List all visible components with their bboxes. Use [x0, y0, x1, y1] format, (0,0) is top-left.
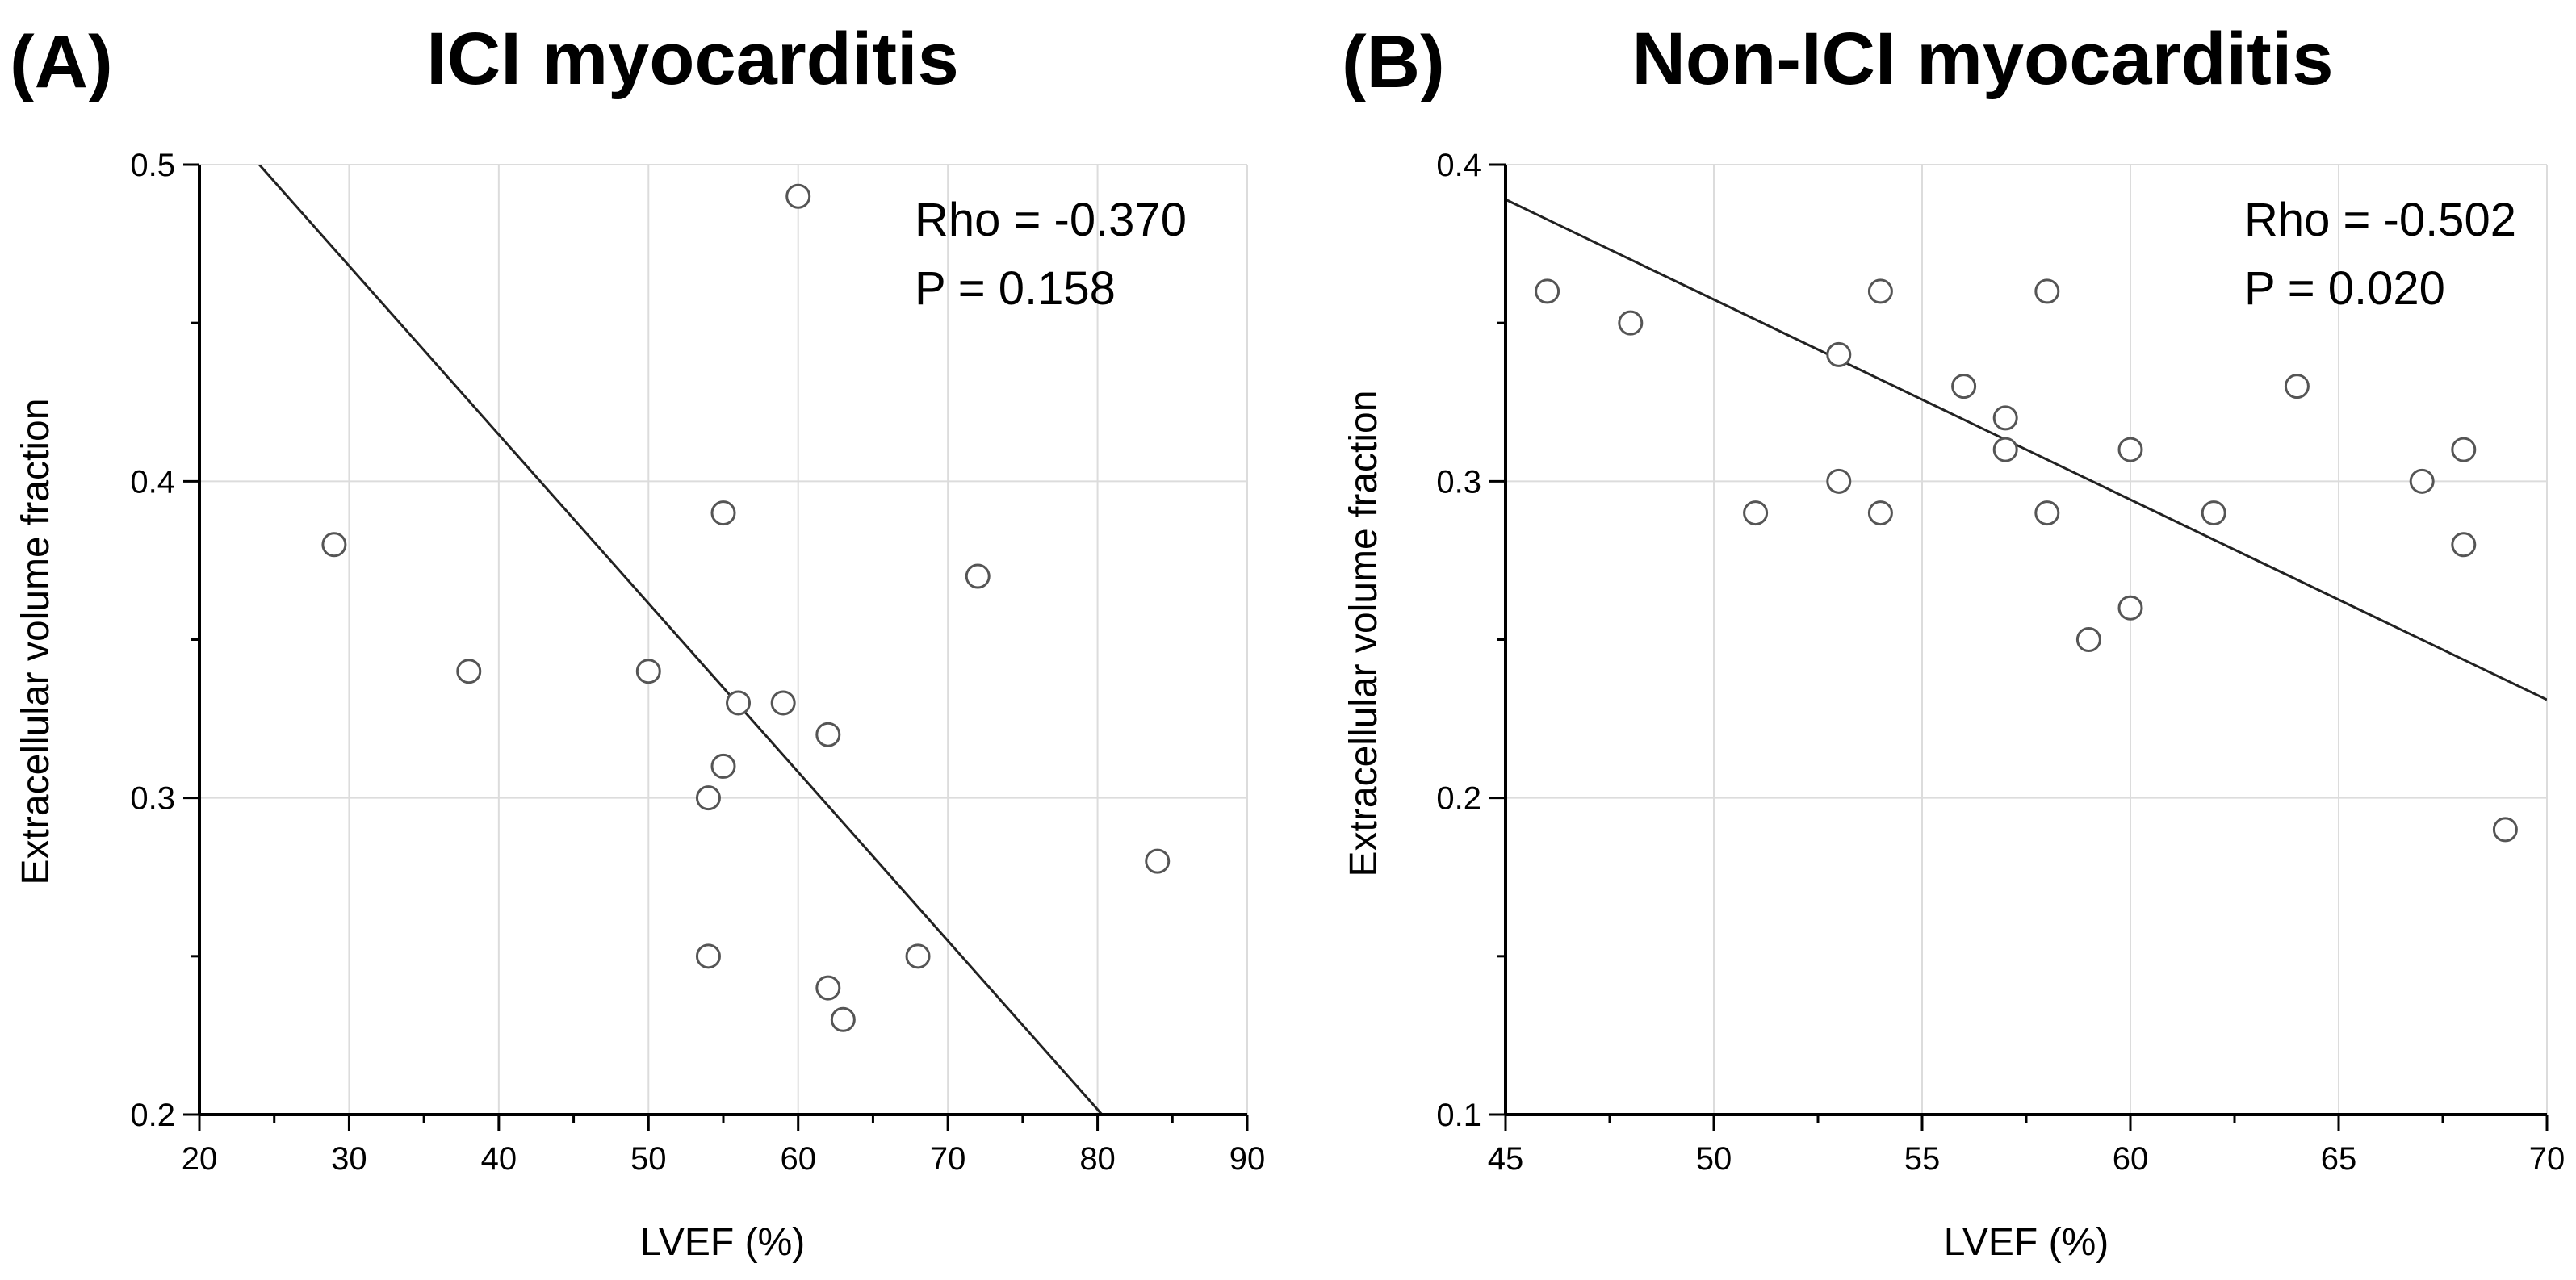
data-point — [1145, 848, 1171, 874]
axes: 45 50 55 60 65 70 0.1 0.2 0.3 0.4 — [1436, 148, 2565, 1177]
x-tick-label: 55 — [1904, 1141, 1941, 1177]
y-tick-label: 0.4 — [1436, 148, 1481, 183]
data-point — [710, 753, 736, 779]
x-tick-label: 20 — [182, 1141, 218, 1177]
data-point — [695, 785, 721, 811]
y-tick-label: 0.1 — [1436, 1098, 1481, 1133]
y-tick-label: 0.3 — [1436, 464, 1481, 500]
data-point — [905, 943, 931, 969]
rho-annotation: Rho = -0.502 — [2244, 194, 2516, 246]
x-axis-title: LVEF (%) — [1944, 1221, 2109, 1264]
x-tick-label: 65 — [2321, 1141, 2357, 1177]
y-tick-label: 0.4 — [130, 464, 175, 500]
x-tick-label: 60 — [780, 1141, 816, 1177]
data-point — [1867, 500, 1893, 526]
panel-label: (B) — [1342, 21, 1445, 103]
data-point — [2451, 532, 2477, 558]
data-point — [726, 690, 752, 716]
data-points — [321, 183, 1171, 1032]
data-point — [1826, 341, 1852, 367]
rho-annotation: Rho = -0.370 — [915, 194, 1187, 246]
data-point — [2034, 278, 2060, 304]
y-axis-title: Extracellular volume fraction — [1342, 391, 1385, 877]
y-axis-title: Extracellular volume fraction — [15, 399, 57, 885]
data-point — [1743, 500, 1769, 526]
data-point — [1535, 278, 1560, 304]
data-point — [2284, 374, 2310, 399]
p-value-annotation: P = 0.158 — [915, 262, 1116, 315]
data-point — [2451, 437, 2477, 462]
data-point — [965, 563, 991, 589]
regression-line — [1506, 198, 2547, 701]
grid — [1506, 164, 2548, 1115]
data-point — [1992, 405, 2018, 431]
data-point — [2117, 437, 2143, 462]
data-point — [321, 532, 347, 558]
regression-line — [258, 165, 1104, 1115]
x-tick-label: 70 — [2529, 1141, 2566, 1177]
data-point — [830, 1006, 856, 1032]
data-point — [1992, 437, 2018, 462]
data-point — [1618, 310, 1644, 336]
regression-line-group — [1506, 198, 2547, 701]
x-axis-title: LVEF (%) — [640, 1221, 805, 1264]
grid — [199, 164, 1248, 1115]
data-point — [1867, 278, 1893, 304]
data-point — [2117, 595, 2143, 621]
panel-b: (B) Non-ICI myocarditis 45 50 55 60 65 70 0.1 0… — [1342, 18, 2565, 1264]
x-tick-label: 70 — [930, 1141, 966, 1177]
x-tick-label: 80 — [1079, 1141, 1116, 1177]
x-tick-label: 50 — [630, 1141, 667, 1177]
x-tick-label: 50 — [1696, 1141, 1732, 1177]
panel-label: (A) — [10, 21, 113, 103]
data-point — [815, 975, 841, 1001]
data-point — [2492, 817, 2518, 843]
y-tick-label: 0.5 — [130, 148, 175, 183]
axes: 20 30 40 50 60 70 80 90 0.2 0.3 0.4 0.5 — [130, 148, 1265, 1177]
x-tick-label: 30 — [331, 1141, 367, 1177]
data-point — [2075, 627, 2101, 652]
data-point — [2201, 500, 2226, 526]
data-point — [456, 659, 482, 684]
data-point — [710, 500, 736, 526]
panel-a: (A) ICI myocarditis 20 30 40 50 60 70 80 90 0.2 0… — [10, 18, 1265, 1264]
chart-title: Non-ICI myocarditis — [1631, 18, 2333, 100]
chart-title: ICI myocarditis — [426, 18, 959, 100]
data-point — [635, 659, 661, 684]
data-points — [1535, 278, 2518, 843]
x-tick-label: 60 — [2113, 1141, 2149, 1177]
regression-line-group — [258, 165, 1104, 1115]
x-tick-label: 90 — [1229, 1141, 1266, 1177]
data-point — [785, 183, 811, 209]
data-point — [1826, 468, 1852, 494]
y-tick-label: 0.2 — [130, 1098, 175, 1133]
data-point — [2034, 500, 2060, 526]
data-point — [695, 943, 721, 969]
x-tick-label: 45 — [1488, 1141, 1524, 1177]
y-tick-label: 0.2 — [1436, 781, 1481, 817]
data-point — [815, 722, 841, 747]
data-point — [770, 690, 796, 716]
p-value-annotation: P = 0.020 — [2244, 262, 2445, 315]
data-point — [1951, 374, 1977, 399]
y-tick-label: 0.3 — [130, 781, 175, 817]
x-tick-label: 40 — [481, 1141, 517, 1177]
data-point — [2409, 468, 2435, 494]
